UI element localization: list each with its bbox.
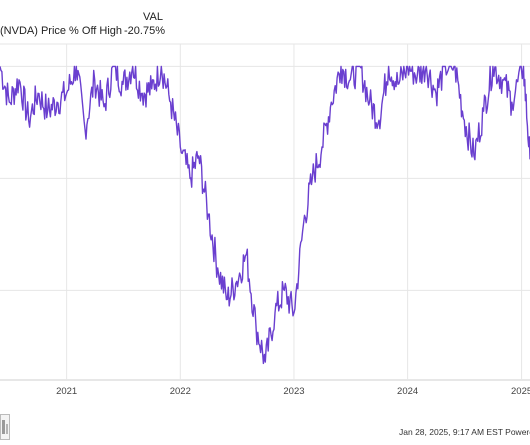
x-tick-label: 2024: [397, 386, 418, 397]
legend-current-value: -20.75%: [124, 25, 165, 37]
legend-series-label: (NVDA) Price % Off High: [0, 25, 123, 37]
legend-value-header: VAL: [143, 11, 163, 23]
series-line: [0, 65, 530, 365]
x-axis-ticks: 2021 2022 2023 2024 2025: [56, 386, 530, 397]
x-tick-label: 2025: [511, 386, 530, 397]
x-tick-label: 2021: [56, 386, 77, 397]
grid-lines: [0, 43, 530, 381]
footer-timestamp: Jan 28, 2025, 9:17 AM EST Powered by: [399, 427, 530, 437]
corner-logo-icon: [0, 414, 10, 440]
x-tick-label: 2023: [283, 386, 304, 397]
x-tick-label: 2022: [170, 386, 191, 397]
legend: (NVDA) Price % Off High VAL -20.75%: [0, 8, 200, 42]
